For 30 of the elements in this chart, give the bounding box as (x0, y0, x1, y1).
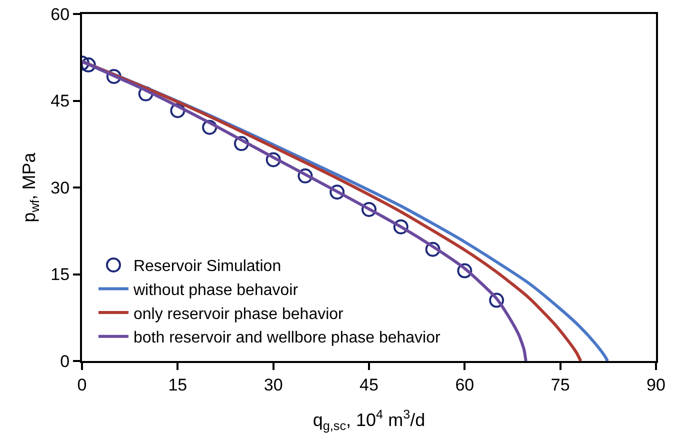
point (202, 120, 218, 135)
point (457, 263, 472, 278)
point (393, 219, 408, 234)
point (266, 152, 281, 168)
point (330, 184, 345, 200)
point (106, 68, 122, 84)
point (489, 292, 504, 308)
x-tick-label: 0 (77, 375, 87, 394)
x-tick-label: 45 (360, 375, 378, 394)
point (298, 168, 313, 184)
x-tick-label: 75 (550, 375, 570, 394)
point (234, 136, 249, 152)
point (170, 103, 186, 118)
x-tick-label: 60 (455, 375, 474, 394)
y-tick-label: 45 (50, 92, 70, 111)
point (425, 242, 440, 257)
y-tick-label: 15 (50, 265, 70, 284)
y-tick-label: 30 (50, 178, 70, 198)
point (82, 57, 96, 72)
y-tick-label: 60 (50, 4, 70, 24)
legend-label: Reservoir Simulation (133, 258, 282, 276)
point (362, 202, 376, 217)
legend-label: both reservoir and wellbore phase behavior (133, 330, 442, 347)
x-tick-label: 90 (646, 375, 666, 394)
x-tick-label: 30 (264, 375, 283, 394)
y-tick-label: 0 (60, 352, 70, 371)
x-tick-label: 15 (168, 375, 188, 394)
legend-label: only reservoir phase behavior (133, 306, 344, 323)
x-axis-title: q$_{g,sc}$, 10$^{4}$ m$^{3}$/d (312, 407, 426, 433)
legend-label: without phase behavoir (132, 282, 299, 299)
